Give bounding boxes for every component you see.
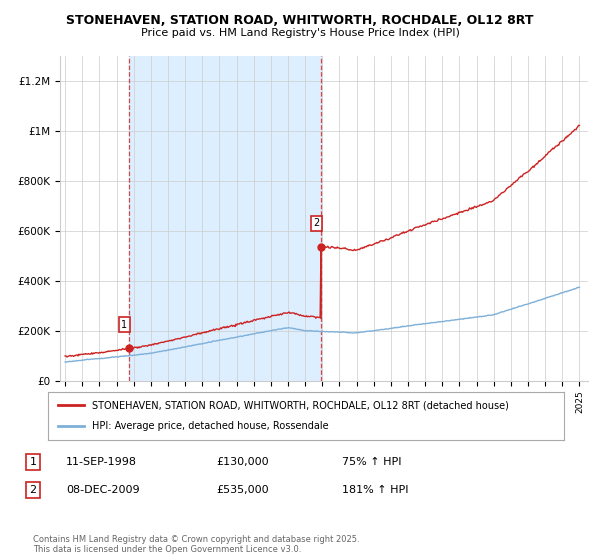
Text: STONEHAVEN, STATION ROAD, WHITWORTH, ROCHDALE, OL12 8RT (detached house): STONEHAVEN, STATION ROAD, WHITWORTH, ROC… <box>92 400 509 410</box>
Text: 1: 1 <box>121 320 127 330</box>
Text: £130,000: £130,000 <box>216 457 269 467</box>
Bar <box>130 56 322 381</box>
Text: 11-SEP-1998: 11-SEP-1998 <box>66 457 137 467</box>
Text: Contains HM Land Registry data © Crown copyright and database right 2025.
This d: Contains HM Land Registry data © Crown c… <box>33 535 359 554</box>
Text: 08-DEC-2009: 08-DEC-2009 <box>66 485 140 495</box>
Text: Price paid vs. HM Land Registry's House Price Index (HPI): Price paid vs. HM Land Registry's House … <box>140 28 460 38</box>
Text: 2: 2 <box>313 218 319 228</box>
Text: 1: 1 <box>29 457 37 467</box>
Text: 75% ↑ HPI: 75% ↑ HPI <box>342 457 401 467</box>
Text: STONEHAVEN, STATION ROAD, WHITWORTH, ROCHDALE, OL12 8RT: STONEHAVEN, STATION ROAD, WHITWORTH, ROC… <box>66 14 534 27</box>
Text: 181% ↑ HPI: 181% ↑ HPI <box>342 485 409 495</box>
Text: 2: 2 <box>29 485 37 495</box>
Text: HPI: Average price, detached house, Rossendale: HPI: Average price, detached house, Ross… <box>92 421 328 431</box>
Text: £535,000: £535,000 <box>216 485 269 495</box>
